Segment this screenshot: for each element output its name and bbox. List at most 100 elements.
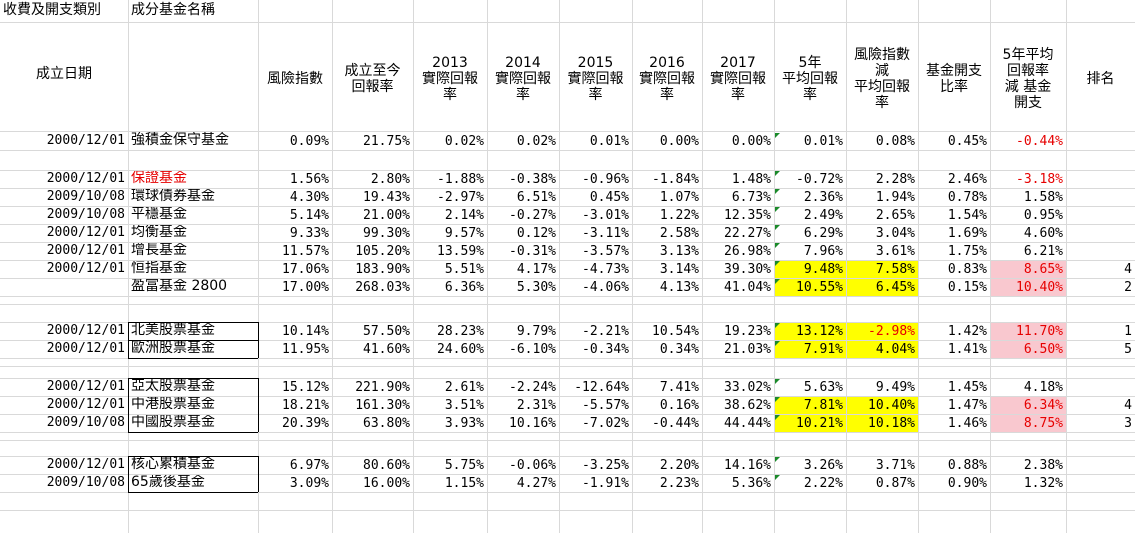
value-cell[interactable]: -0.96%: [582, 172, 629, 187]
value-cell[interactable]: 6.34%: [991, 397, 1066, 414]
value-cell[interactable]: 6.36%: [444, 280, 484, 295]
value-cell[interactable]: -0.31%: [509, 244, 556, 259]
fund-name-cell[interactable]: 平穩基金: [131, 206, 187, 222]
value-cell[interactable]: 1.15%: [444, 476, 484, 491]
value-cell[interactable]: 1.46%: [947, 416, 987, 431]
value-cell[interactable]: 4.27%: [516, 476, 556, 491]
value-cell[interactable]: 0.12%: [516, 226, 556, 241]
value-cell[interactable]: -4.06%: [582, 280, 629, 295]
value-cell[interactable]: 12.35%: [724, 208, 771, 223]
fund-name-cell[interactable]: 強積金保守基金: [131, 132, 229, 148]
value-cell[interactable]: -5.57%: [582, 398, 629, 413]
value-cell[interactable]: 2.49%: [803, 208, 843, 223]
value-cell[interactable]: 38.62%: [724, 398, 771, 413]
value-cell[interactable]: 10.18%: [847, 415, 918, 432]
value-cell[interactable]: 1.45%: [947, 380, 987, 395]
value-cell[interactable]: 0.08%: [875, 134, 915, 149]
value-cell[interactable]: 80.60%: [363, 458, 410, 473]
value-cell[interactable]: -2.98%: [847, 323, 918, 340]
value-cell[interactable]: 19.23%: [724, 324, 771, 339]
rank-cell[interactable]: 3: [1124, 416, 1132, 431]
value-cell[interactable]: 3.14%: [659, 262, 699, 277]
value-cell[interactable]: 0.00%: [731, 134, 771, 149]
rank-cell[interactable]: [1067, 171, 1135, 188]
column-header-cell[interactable]: 成立至今 回報率: [344, 63, 401, 95]
fund-name-cell[interactable]: 歐洲股票基金: [131, 340, 215, 356]
rank-cell[interactable]: [1067, 225, 1135, 242]
value-cell[interactable]: 19.43%: [363, 190, 410, 205]
value-cell[interactable]: 7.91%: [775, 341, 846, 358]
value-cell[interactable]: -0.38%: [509, 172, 556, 187]
column-header-cell[interactable]: 2013 實際回報 率: [422, 55, 478, 103]
value-cell[interactable]: 7.41%: [659, 380, 699, 395]
value-cell[interactable]: 57.50%: [363, 324, 410, 339]
value-cell[interactable]: -0.34%: [582, 342, 629, 357]
inception-date-cell[interactable]: 2000/12/01: [46, 457, 125, 472]
value-cell[interactable]: -1.84%: [652, 172, 699, 187]
value-cell[interactable]: 6.97%: [289, 458, 329, 473]
value-cell[interactable]: 0.01%: [803, 134, 843, 149]
value-cell[interactable]: 21.75%: [363, 134, 410, 149]
value-cell[interactable]: 10.21%: [775, 415, 846, 432]
value-cell[interactable]: 10.40%: [847, 397, 918, 414]
value-cell[interactable]: 6.50%: [991, 341, 1066, 358]
rank-cell[interactable]: [1067, 243, 1135, 260]
fund-name-header-cell[interactable]: 成分基金名稱: [131, 2, 215, 18]
value-cell[interactable]: 9.57%: [444, 226, 484, 241]
rank-cell[interactable]: 4: [1124, 262, 1132, 277]
column-header-cell[interactable]: 風險指數 減 平均回報 率: [854, 47, 910, 111]
fund-name-cell[interactable]: 恒指基金: [131, 260, 187, 276]
fund-name-cell[interactable]: 保證基金: [131, 170, 187, 186]
value-cell[interactable]: -2.97%: [437, 190, 484, 205]
value-cell[interactable]: 7.58%: [847, 261, 918, 278]
value-cell[interactable]: 63.80%: [363, 416, 410, 431]
value-cell[interactable]: 7.96%: [803, 244, 843, 259]
column-header-cell[interactable]: 風險指數: [267, 71, 323, 87]
rank-cell[interactable]: [1067, 207, 1135, 224]
rank-cell[interactable]: [1067, 133, 1135, 150]
inception-date-cell[interactable]: 2000/12/01: [46, 379, 125, 394]
value-cell[interactable]: 221.90%: [355, 380, 410, 395]
value-cell[interactable]: 7.81%: [775, 397, 846, 414]
value-cell[interactable]: 2.80%: [370, 172, 410, 187]
value-cell[interactable]: 6.73%: [731, 190, 771, 205]
value-cell[interactable]: 2.61%: [444, 380, 484, 395]
rank-cell[interactable]: [1067, 189, 1135, 206]
value-cell[interactable]: 1.69%: [947, 226, 987, 241]
value-cell[interactable]: 2.38%: [1023, 458, 1063, 473]
value-cell[interactable]: 21.00%: [363, 208, 410, 223]
value-cell[interactable]: 5.30%: [516, 280, 556, 295]
value-cell[interactable]: 3.71%: [875, 458, 915, 473]
value-cell[interactable]: 4.17%: [516, 262, 556, 277]
fund-name-cell[interactable]: 亞太股票基金: [131, 378, 215, 394]
value-cell[interactable]: 6.21%: [1023, 244, 1063, 259]
value-cell[interactable]: 2.46%: [947, 172, 987, 187]
value-cell[interactable]: 2.20%: [659, 458, 699, 473]
value-cell[interactable]: 9.79%: [516, 324, 556, 339]
value-cell[interactable]: 10.55%: [775, 279, 846, 296]
column-header-cell[interactable]: 5年平均 回報率 減 基金 開支: [1002, 47, 1054, 111]
value-cell[interactable]: 11.95%: [282, 342, 329, 357]
value-cell[interactable]: 11.70%: [991, 323, 1066, 340]
value-cell[interactable]: -2.24%: [509, 380, 556, 395]
value-cell[interactable]: 1.75%: [947, 244, 987, 259]
value-cell[interactable]: 268.03%: [355, 280, 410, 295]
fund-name-cell[interactable]: 中港股票基金: [131, 396, 215, 412]
value-cell[interactable]: 15.12%: [282, 380, 329, 395]
value-cell[interactable]: 13.59%: [437, 244, 484, 259]
value-cell[interactable]: 11.57%: [282, 244, 329, 259]
value-cell[interactable]: 3.51%: [444, 398, 484, 413]
value-cell[interactable]: 1.42%: [947, 324, 987, 339]
value-cell[interactable]: 9.48%: [775, 261, 846, 278]
value-cell[interactable]: 2.65%: [875, 208, 915, 223]
inception-date-cell[interactable]: 2009/10/08: [46, 475, 125, 490]
fund-name-cell[interactable]: 增長基金: [131, 242, 187, 258]
value-cell[interactable]: 3.93%: [444, 416, 484, 431]
value-cell[interactable]: 8.65%: [991, 261, 1066, 278]
value-cell[interactable]: 39.30%: [724, 262, 771, 277]
column-header-cell[interactable]: 2014 實際回報 率: [495, 55, 551, 103]
value-cell[interactable]: 41.04%: [724, 280, 771, 295]
rank-cell[interactable]: [1067, 379, 1135, 396]
value-cell[interactable]: -0.44%: [652, 416, 699, 431]
